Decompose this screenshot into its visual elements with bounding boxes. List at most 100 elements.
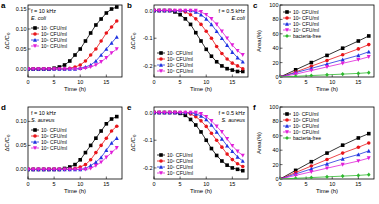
- data-point: [110, 25, 114, 29]
- data-layer: [154, 110, 245, 172]
- legend-label: 10⁴ CFU/ml: [41, 145, 67, 151]
- series-line: [280, 73, 369, 77]
- data-point: [105, 31, 109, 35]
- data-point: [341, 72, 345, 76]
- data-point: [184, 17, 188, 21]
- data-point: [42, 67, 46, 71]
- data-point: [31, 67, 35, 71]
- data-point: [356, 58, 360, 62]
- data-point: [225, 36, 229, 40]
- data-point: [230, 50, 234, 54]
- panel: 0.000.050.10051015Time (h)ΔC/C₀df = 10 k…: [1, 103, 122, 194]
- data-point: [105, 136, 109, 140]
- legend-marker: [285, 130, 289, 134]
- legend: 10⁷ CFU/ml10⁶ CFU/ml10⁵ CFU/ml10⁴ CFU/ml: [157, 50, 193, 74]
- data-point: [194, 123, 198, 127]
- legend-marker: [159, 57, 163, 61]
- data-point: [94, 136, 98, 140]
- data-point: [367, 55, 371, 59]
- data-point: [236, 150, 240, 154]
- data-point: [220, 36, 224, 40]
- data-point: [78, 158, 82, 162]
- data-point: [341, 62, 345, 66]
- data-point: [220, 130, 224, 134]
- data-point: [99, 60, 103, 64]
- data-point: [241, 165, 245, 169]
- data-point: [162, 9, 166, 13]
- data-point: [99, 53, 103, 57]
- plot-frame: [154, 107, 248, 179]
- y-tick: [280, 164, 283, 165]
- data-point: [325, 54, 329, 58]
- data-point: [28, 168, 30, 172]
- x-tick: [80, 177, 81, 180]
- data-layer: [280, 34, 371, 77]
- data-point: [325, 158, 329, 162]
- data-point: [215, 125, 219, 129]
- data-point: [84, 59, 88, 63]
- panel-letter: f: [253, 103, 256, 112]
- data-point: [89, 158, 93, 162]
- data-point: [104, 148, 108, 152]
- series-line: [280, 151, 369, 179]
- data-point: [199, 10, 203, 14]
- legend-marker: [159, 51, 163, 55]
- data-point: [83, 66, 87, 70]
- data-point: [105, 11, 109, 15]
- data-point: [225, 152, 229, 156]
- data-point: [63, 168, 67, 172]
- x-tick: [80, 75, 81, 78]
- x-tick-label: 0: [152, 181, 155, 187]
- y-tick-label: 80: [272, 16, 278, 22]
- legend-marker: [159, 69, 163, 73]
- x-tick-label: 5: [53, 79, 56, 85]
- series-line: [154, 11, 243, 55]
- data-point: [231, 166, 235, 170]
- data-point: [42, 168, 46, 172]
- data-point: [356, 159, 360, 163]
- y-axis-label: ΔC/C₀: [130, 32, 136, 49]
- data-point: [341, 151, 345, 155]
- y-tick: [28, 29, 31, 30]
- x-tick-label: 10: [77, 79, 83, 85]
- y-tick: [280, 5, 283, 6]
- y-tick: [280, 150, 283, 151]
- y-tick-label: 40: [272, 147, 278, 153]
- data-point: [199, 130, 203, 134]
- data-point: [84, 163, 88, 167]
- data-point: [94, 63, 98, 67]
- data-point: [241, 169, 245, 173]
- data-point: [215, 23, 219, 27]
- data-point: [94, 23, 98, 27]
- series-line: [28, 117, 117, 170]
- data-point: [99, 160, 103, 164]
- x-tick: [154, 177, 155, 180]
- data-point: [357, 39, 361, 43]
- legend-marker: [33, 44, 37, 48]
- x-tick-label: 15: [229, 181, 235, 187]
- y-tick: [280, 19, 283, 20]
- data-point: [357, 136, 361, 140]
- data-point: [231, 158, 235, 162]
- data-point: [52, 67, 56, 71]
- legend-marker: [285, 22, 289, 26]
- y-tick: [154, 167, 157, 168]
- data-point: [325, 162, 329, 166]
- y-tick: [280, 62, 283, 63]
- data-point: [105, 122, 109, 126]
- data-point: [357, 146, 361, 150]
- data-point: [280, 75, 282, 77]
- data-point: [210, 36, 214, 40]
- data-point: [204, 17, 208, 21]
- data-point: [189, 118, 193, 122]
- data-layer: [154, 8, 245, 73]
- panel: 020406080100051015Time (h)Area(%)f10⁷ CF…: [253, 103, 374, 194]
- legend-marker: [285, 16, 289, 20]
- plot-frame: [280, 107, 374, 179]
- data-point: [220, 64, 224, 68]
- data-point: [309, 170, 313, 174]
- x-tick: [54, 75, 55, 78]
- data-point: [199, 23, 203, 27]
- data-point: [99, 129, 103, 133]
- data-point: [215, 138, 219, 142]
